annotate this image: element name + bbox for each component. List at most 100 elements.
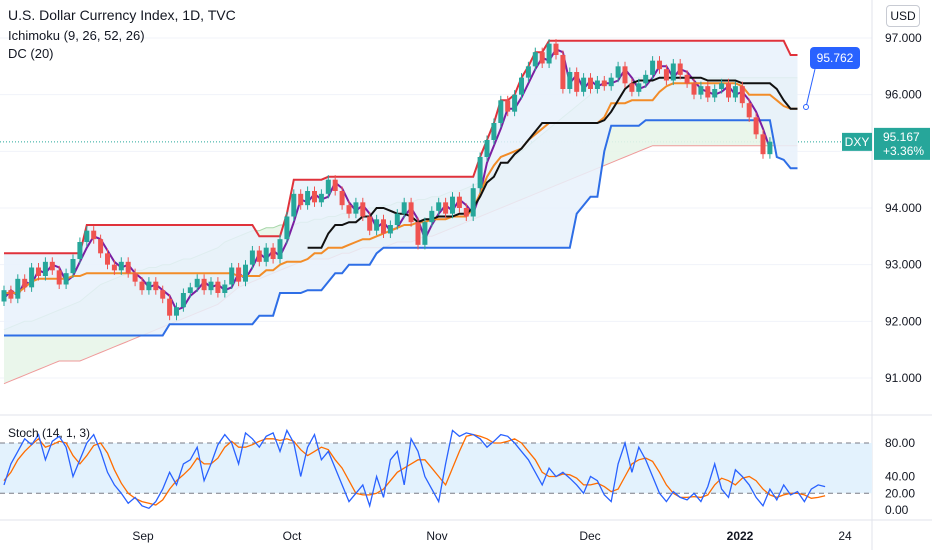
stoch-k-line bbox=[3, 428, 826, 510]
candle-body bbox=[588, 77, 593, 89]
candle-body bbox=[491, 123, 497, 140]
candle-body bbox=[663, 69, 669, 81]
candle-body bbox=[525, 66, 531, 78]
candle-body bbox=[22, 278, 28, 288]
candle-body bbox=[719, 83, 725, 89]
candles bbox=[1, 39, 773, 321]
candle-body bbox=[657, 60, 662, 70]
symbol-tag bbox=[842, 132, 872, 151]
candle-body bbox=[629, 83, 635, 92]
candle-body bbox=[91, 230, 97, 240]
candle-body bbox=[263, 247, 269, 262]
candle-body bbox=[353, 202, 359, 214]
candle-body bbox=[174, 307, 179, 316]
candle-body bbox=[374, 219, 380, 231]
candle-body bbox=[291, 193, 297, 217]
candle-body bbox=[512, 94, 518, 112]
candle-body bbox=[712, 89, 718, 98]
candle-body bbox=[415, 222, 421, 245]
candle-body bbox=[146, 281, 152, 291]
chart-title: U.S. Dollar Currency Index, 1D, TVC bbox=[8, 7, 236, 23]
last-price-tag bbox=[874, 127, 930, 160]
candle-body bbox=[8, 290, 14, 299]
candle-body bbox=[346, 205, 352, 214]
candle-body bbox=[160, 290, 166, 299]
ichimoku-legend[interactable]: Ichimoku (9, 26, 52, 26) bbox=[8, 28, 145, 43]
candle-body bbox=[608, 77, 614, 87]
candle-body bbox=[594, 80, 600, 89]
candle-body bbox=[422, 222, 428, 245]
candle-body bbox=[139, 281, 145, 291]
candle-body bbox=[56, 270, 62, 285]
price-tick-label: 93.000 bbox=[885, 258, 922, 272]
candle-body bbox=[574, 72, 580, 92]
candle-body bbox=[463, 208, 469, 217]
candle-body bbox=[29, 267, 35, 288]
candle-body bbox=[650, 60, 656, 75]
candle-body bbox=[1, 290, 7, 302]
candle-body bbox=[401, 202, 407, 214]
dc-upper-line bbox=[4, 39, 798, 255]
candle-body bbox=[49, 261, 55, 271]
candle-body bbox=[318, 193, 324, 203]
candle-body bbox=[436, 202, 442, 211]
candle-body bbox=[180, 293, 186, 308]
candle-body bbox=[236, 267, 242, 282]
candle-body bbox=[360, 202, 366, 217]
candle-body bbox=[215, 281, 221, 293]
price-tick-label: 94.000 bbox=[885, 201, 922, 215]
time-tick-label: Oct bbox=[283, 529, 302, 543]
price-tick-label: 96.000 bbox=[885, 88, 922, 102]
candle-body bbox=[98, 239, 104, 254]
candle-body bbox=[615, 66, 621, 78]
candle-body bbox=[622, 66, 628, 84]
candle-body bbox=[519, 77, 524, 95]
candle-body bbox=[691, 83, 697, 95]
candle-body bbox=[222, 284, 228, 293]
candle-body bbox=[270, 247, 276, 259]
candle-body bbox=[194, 278, 200, 288]
candle-body bbox=[450, 196, 455, 214]
last-price-value: 95.167 bbox=[883, 130, 920, 144]
candle-body bbox=[760, 134, 766, 155]
candle-body bbox=[643, 74, 649, 84]
candle-body bbox=[505, 100, 511, 112]
candle-body bbox=[243, 264, 248, 282]
candle-body bbox=[408, 202, 414, 223]
candle-body bbox=[381, 219, 386, 234]
candle-body bbox=[456, 196, 462, 208]
candle-body bbox=[753, 117, 759, 135]
dc-legend[interactable]: DC (20) bbox=[8, 46, 54, 61]
candle-body bbox=[153, 281, 159, 291]
candle-body bbox=[187, 287, 193, 293]
candle-body bbox=[339, 191, 345, 206]
conversion-line bbox=[307, 76, 798, 249]
currency-button[interactable]: USD bbox=[886, 5, 920, 27]
candle-body bbox=[367, 216, 373, 231]
stoch-d-line bbox=[3, 433, 826, 506]
candle-body bbox=[567, 72, 573, 89]
candle-body bbox=[601, 80, 607, 87]
stochastic-pane bbox=[0, 428, 872, 510]
candle-body bbox=[249, 250, 255, 265]
stoch-legend[interactable]: Stoch (14, 1, 3) bbox=[8, 426, 91, 440]
candle-body bbox=[429, 210, 435, 223]
candle-body bbox=[470, 188, 476, 217]
candle-body bbox=[560, 55, 566, 89]
candle-body bbox=[229, 267, 235, 285]
candle-body bbox=[539, 52, 545, 64]
candle-body bbox=[546, 43, 552, 64]
candle-body bbox=[132, 273, 138, 282]
candle-body bbox=[256, 250, 262, 262]
candle-body bbox=[498, 100, 504, 123]
cloud-price-bubble bbox=[810, 47, 860, 69]
cloud-price-marker bbox=[803, 104, 809, 110]
time-tick-label: Nov bbox=[426, 529, 447, 543]
candle-body bbox=[167, 298, 173, 316]
last-price-change: +3.36% bbox=[883, 144, 924, 158]
candle-body bbox=[118, 261, 124, 271]
candle-body bbox=[111, 264, 117, 271]
candle-body bbox=[387, 225, 393, 234]
